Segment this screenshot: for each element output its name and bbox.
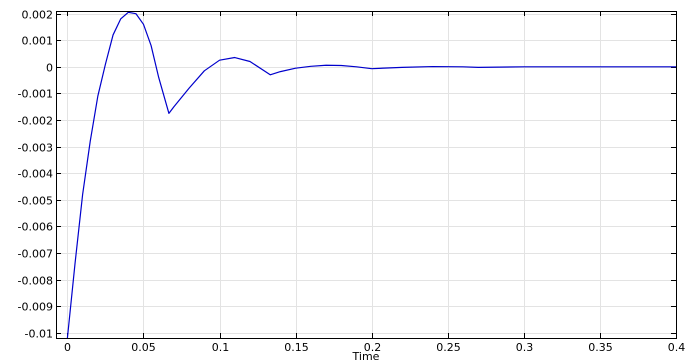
x-tick-label: 0.05 <box>131 341 156 354</box>
x-tick-label: 0.15 <box>284 341 309 354</box>
y-tick-label: -0.005 <box>18 195 53 208</box>
x-tick-label: 0.3 <box>516 341 534 354</box>
x-tick-label: 0 <box>64 341 71 354</box>
y-tick-label: -0.01 <box>25 328 53 341</box>
series-group <box>66 11 676 339</box>
y-tick-label: -0.009 <box>18 301 53 314</box>
y-tick-label: -0.006 <box>18 221 53 234</box>
series-line <box>66 11 676 339</box>
plot-frame <box>56 11 677 339</box>
y-tick-label: 0.001 <box>22 35 54 48</box>
y-axis-ticks: 0.002 0.001 0 -0.001 -0.002 -0.003 -0.004 -0.00… <box>18 9 676 341</box>
x-tick-label: 0.4 <box>668 341 686 354</box>
x-tick-label: 0.2 <box>364 341 382 354</box>
y-tick-label: -0.002 <box>18 115 53 128</box>
y-tick-label: -0.008 <box>18 275 53 288</box>
x-axis-ticks: 0 0.05 0.1 0.15 0.2 0.25 0.3 0.35 0.4 <box>64 11 685 354</box>
grid-lines <box>56 11 677 338</box>
y-tick-label: -0.001 <box>18 88 53 101</box>
x-tick-label: 0.35 <box>588 341 613 354</box>
y-tick-label: 0.002 <box>22 9 54 22</box>
y-tick-label: -0.003 <box>18 142 53 155</box>
x-tick-label: 0.1 <box>212 341 230 354</box>
y-tick-label: -0.007 <box>18 248 53 261</box>
x-axis-label: Time <box>352 350 380 362</box>
x-tick-label: 0.25 <box>436 341 461 354</box>
y-tick-label: -0.004 <box>18 168 53 181</box>
y-tick-label: 0 <box>46 62 53 75</box>
